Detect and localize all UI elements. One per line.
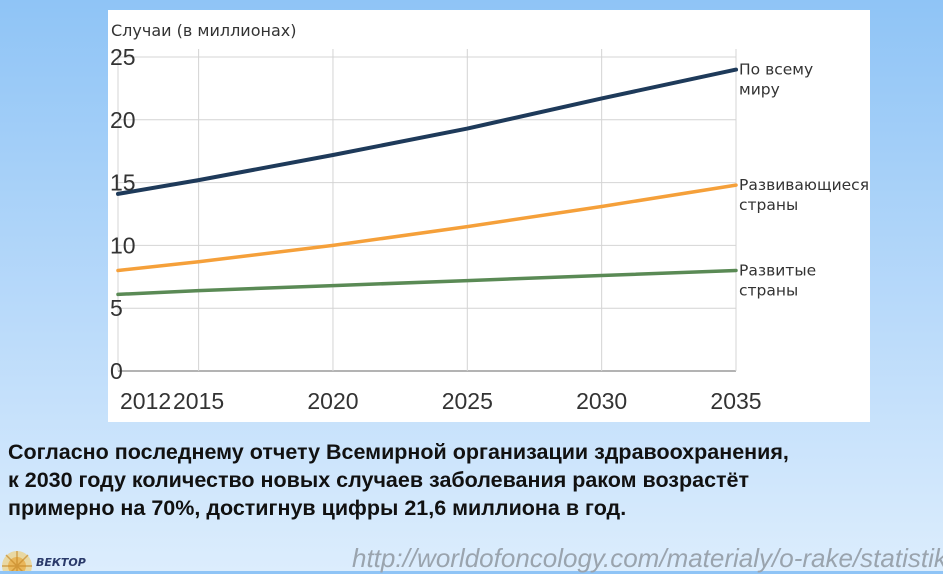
y-tick-label: 0 [110, 358, 123, 384]
series-label: По всему миру [739, 61, 813, 99]
x-tick-label: 2030 [576, 388, 627, 414]
caption-line-1: Согласно последнему отчету Всемирной орг… [8, 440, 789, 464]
y-tick-label: 25 [110, 44, 136, 70]
series-label-line: Развивающиеся [739, 176, 869, 194]
x-tick-label: 2035 [710, 388, 761, 414]
y-tick-label: 20 [110, 107, 136, 133]
source-url[interactable]: http://worldofoncology.com/materialy/o-r… [352, 543, 943, 573]
caption-line-2: к 2030 году количество новых случаев заб… [8, 468, 750, 492]
y-tick-label: 10 [110, 232, 136, 258]
logo-icon [2, 551, 32, 571]
logo-text: ВЕКТОР [36, 556, 86, 569]
series-label: Развивающиеся страны [739, 176, 869, 214]
y-axis-label: Случаи (в миллионах) [111, 21, 296, 40]
series-label: Развитые страны [739, 262, 816, 300]
series-label-line: страны [739, 196, 798, 214]
caption-line-3: примерно на 70%, достигнув цифры 21,6 ми… [8, 496, 627, 520]
series-line [116, 183, 738, 273]
x-tick-label: 2012 [120, 388, 171, 414]
series-label-line: страны [739, 282, 798, 300]
x-tick-label: 2020 [307, 388, 358, 414]
y-tick-label: 5 [110, 295, 123, 321]
chart-panel: Случаи (в миллионах) 0 5 10 15 20 25 2012 2015 2… [108, 10, 870, 422]
x-tick-label: 2015 [173, 388, 224, 414]
caption: Согласно последнему отчету Всемирной орг… [8, 438, 938, 522]
series-label-line: миру [739, 81, 780, 99]
series-label-line: По всему [739, 61, 813, 79]
y-tick-label: 15 [110, 170, 136, 196]
series-label-line: Развитые [739, 262, 816, 280]
series-line [116, 268, 738, 297]
x-tick-label: 2025 [442, 388, 493, 414]
series-line [116, 67, 738, 196]
